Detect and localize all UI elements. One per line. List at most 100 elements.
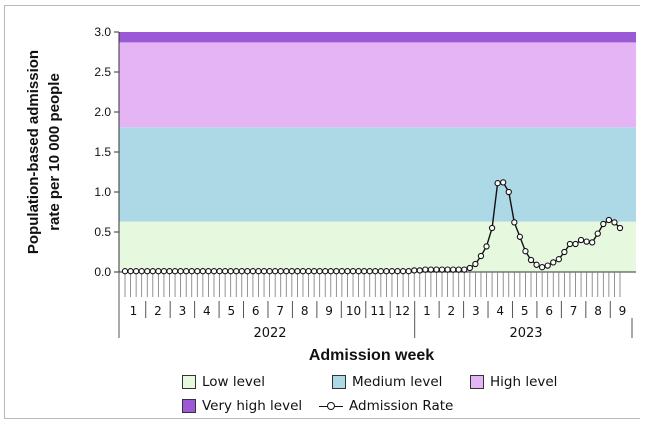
y-tick-label: 2.0 [94,105,111,119]
data-point [438,266,446,273]
y-tick-label: 2.5 [94,65,111,79]
data-point [611,219,618,226]
data-point [171,268,179,275]
data-point [405,268,412,275]
data-point [500,179,507,186]
data-point [244,268,251,275]
data-point [194,268,201,275]
data-point [138,268,145,275]
data-point [605,216,613,224]
data-point [205,268,212,275]
legend-very-high-swatch [182,399,196,413]
legend-low-label: Low level [202,374,265,390]
data-point [411,267,418,274]
data-point [422,266,429,273]
x-month-label: 10 [346,304,361,318]
x-month-label: 9 [325,304,333,318]
chart-frame [4,5,640,419]
x-month-label: 8 [594,304,602,318]
data-point [488,224,496,232]
data-point [522,248,529,255]
data-point [294,268,301,275]
band-low-level [119,221,636,272]
data-point [449,266,457,273]
data-point [594,230,601,237]
data-point [349,268,357,275]
data-point [199,268,207,275]
x-month-label: 2 [154,304,162,318]
x-axis-title: Admission week [309,347,434,364]
data-point [322,268,329,275]
x-month-label: 3 [472,304,480,318]
data-point [310,268,318,275]
data-point [377,268,384,275]
data-point [466,264,473,272]
x-month-label: 1 [423,304,431,318]
data-point [566,240,574,248]
data-point [572,240,579,248]
data-point [361,268,368,275]
data-point [561,248,568,256]
data-point [516,233,524,240]
chart-legend: Low level Medium level High level Very h… [182,372,582,418]
data-point [394,268,401,275]
data-point [260,268,268,275]
legend-very-high: Very high level [182,398,302,414]
data-point [188,268,195,275]
legend-very-high-label: Very high level [202,398,303,414]
data-point [233,268,240,275]
x-month-label: 6 [545,304,553,318]
data-point [144,268,151,275]
data-point [355,268,362,275]
data-point [299,268,307,275]
data-point [550,259,557,266]
data-point [344,268,351,275]
legend-medium-swatch [332,375,346,389]
x-month-label: 12 [395,304,410,318]
data-point [277,268,284,275]
data-point [333,268,340,275]
data-point [433,266,440,273]
data-point [249,268,257,275]
legend-low: Low level [182,374,265,390]
band-medium-level [119,127,636,222]
data-point [238,268,245,275]
y-tick-label: 3.0 [94,25,111,39]
data-point [589,239,596,246]
legend-rate-line-icon [319,399,343,413]
x-month-label: 5 [227,304,235,318]
y-tick-label: 1.0 [94,185,111,199]
x-month-label: 6 [252,304,260,318]
data-point [132,268,140,275]
data-point [316,268,323,275]
data-point [272,268,279,275]
data-point [527,256,535,264]
data-point [483,243,490,250]
data-point [383,268,390,275]
data-point [444,266,451,273]
data-point [183,268,190,275]
data-point [477,252,485,260]
y-axis-title-line: rate per 10 000 people [46,73,63,231]
x-month-label: 4 [496,304,504,318]
data-point [555,256,562,263]
x-month-label: 7 [276,304,284,318]
data-point [288,268,296,275]
data-point [455,266,462,273]
data-point [538,264,546,271]
data-point [427,266,435,273]
data-point [583,238,590,245]
data-point [600,220,607,228]
x-year-label: 2023 [509,326,542,341]
data-point [472,260,479,268]
data-point [372,268,379,275]
data-point [338,268,346,275]
data-point [149,268,156,275]
y-axis-title-line: Population-based admission [25,50,42,254]
data-point [121,268,129,275]
legend-medium-label: Medium level [352,374,443,390]
data-point [210,268,218,275]
legend-low-swatch [182,375,196,389]
legend-rate: Admission Rate [319,398,453,414]
data-point [366,268,373,275]
